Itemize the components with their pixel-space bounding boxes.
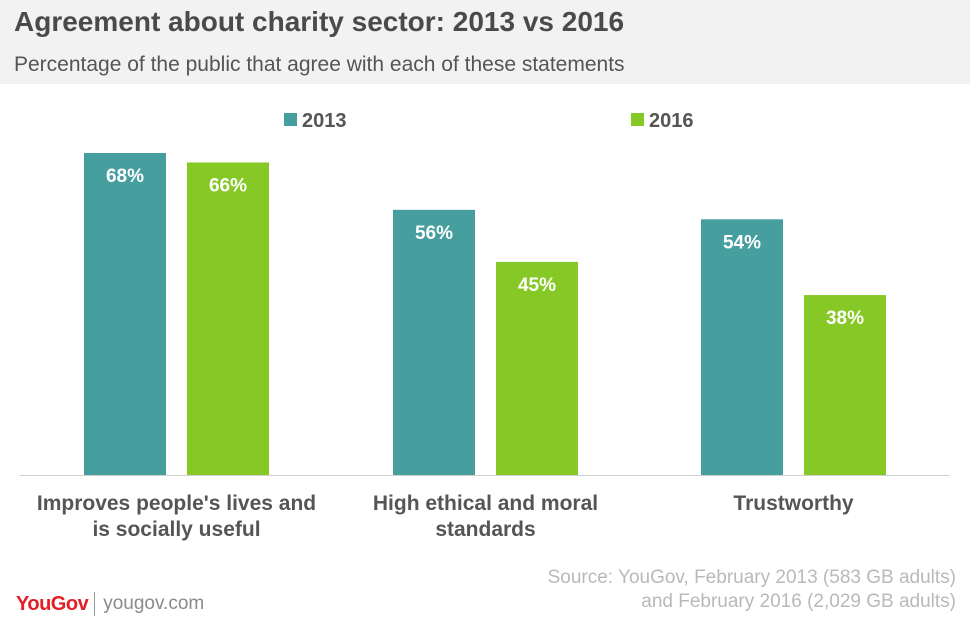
bar-label-2013-0: 68%: [106, 166, 144, 187]
bar-2016-0: [187, 162, 269, 475]
bar-chart: 2013 2016 68% 56% 54% 66% 45% 38% Improves peopl…: [20, 110, 950, 541]
bar-2013-0: [84, 153, 166, 475]
category-label-0-0: Improves people's lives and: [37, 492, 316, 515]
source-line-2: and February 2016 (2,029 GB adults): [641, 591, 956, 612]
legend-label-2013: 2013: [302, 110, 347, 132]
bar-label-2013-1: 56%: [415, 223, 453, 244]
legend-swatch-2013: [284, 113, 297, 126]
chart-subtitle: Percentage of the public that agree with…: [14, 53, 625, 76]
source-note: Source: YouGov, February 2013 (583 GB ad…: [548, 566, 956, 614]
category-label-1-1: standards: [435, 518, 535, 541]
bar-label-2013-2: 54%: [723, 232, 761, 253]
brand: YouGov yougov.com: [16, 592, 204, 616]
yougov-logo: YouGov: [16, 592, 89, 615]
site-url: yougov.com: [103, 593, 205, 614]
legend-swatch-2016: [631, 113, 644, 126]
source-line-1: Source: YouGov, February 2013 (583 GB ad…: [547, 567, 956, 588]
chart-header: Agreement about charity sector: 2013 vs …: [0, 0, 970, 84]
category-label-1-0: High ethical and moral: [373, 492, 598, 515]
bar-2016-1: [496, 261, 578, 475]
category-label-2-0: Trustworthy: [733, 492, 853, 515]
bar-2013-1: [393, 209, 475, 475]
bar-label-2016-1: 45%: [518, 275, 556, 296]
brand-divider: [94, 592, 96, 616]
bar-2016-2: [804, 295, 886, 475]
legend-label-2016: 2016: [649, 110, 694, 132]
chart-title: Agreement about charity sector: 2013 vs …: [14, 6, 625, 37]
bar-2013-2: [701, 219, 783, 475]
bar-label-2016-2: 38%: [826, 308, 864, 329]
category-label-0-1: is socially useful: [92, 518, 260, 541]
bar-label-2016-0: 66%: [209, 175, 247, 196]
